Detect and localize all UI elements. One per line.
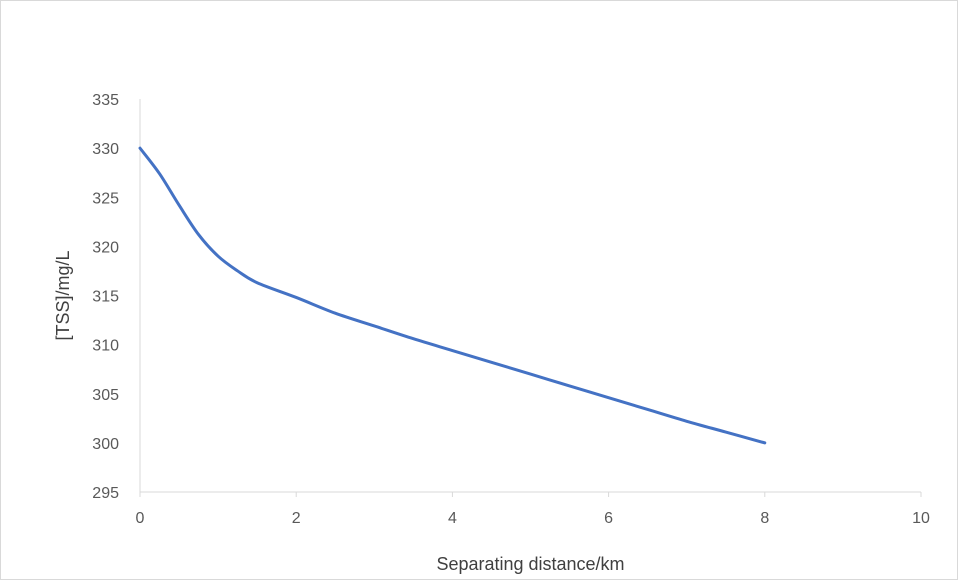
x-axis-tick-labels: 0 2 4 6 8 10 xyxy=(136,510,930,527)
x-tick-label: 0 xyxy=(136,510,145,527)
y-tick-label: 300 xyxy=(92,436,119,453)
x-tick-label: 2 xyxy=(292,510,301,527)
y-tick-label: 335 xyxy=(92,92,119,109)
y-tick-label: 295 xyxy=(92,485,119,502)
y-tick-label: 305 xyxy=(92,387,119,404)
y-axis-tick-labels: 295 300 305 310 315 320 325 330 335 xyxy=(92,92,119,502)
series-layer xyxy=(138,146,767,445)
series-line xyxy=(138,146,767,445)
x-axis-ticks xyxy=(139,492,922,497)
x-axis-title: Separating distance/km xyxy=(436,554,624,574)
y-tick-label: 315 xyxy=(92,289,119,306)
y-tick-label: 310 xyxy=(92,338,119,355)
y-axis-title: [TSS]/mg/L xyxy=(53,250,73,340)
x-tick-label: 10 xyxy=(912,510,930,527)
x-tick-label: 8 xyxy=(760,510,769,527)
y-tick-label: 320 xyxy=(92,239,119,256)
x-tick-label: 4 xyxy=(448,510,457,527)
x-tick-label: 6 xyxy=(604,510,613,527)
y-tick-label: 330 xyxy=(92,141,119,158)
y-tick-label: 325 xyxy=(92,190,119,207)
